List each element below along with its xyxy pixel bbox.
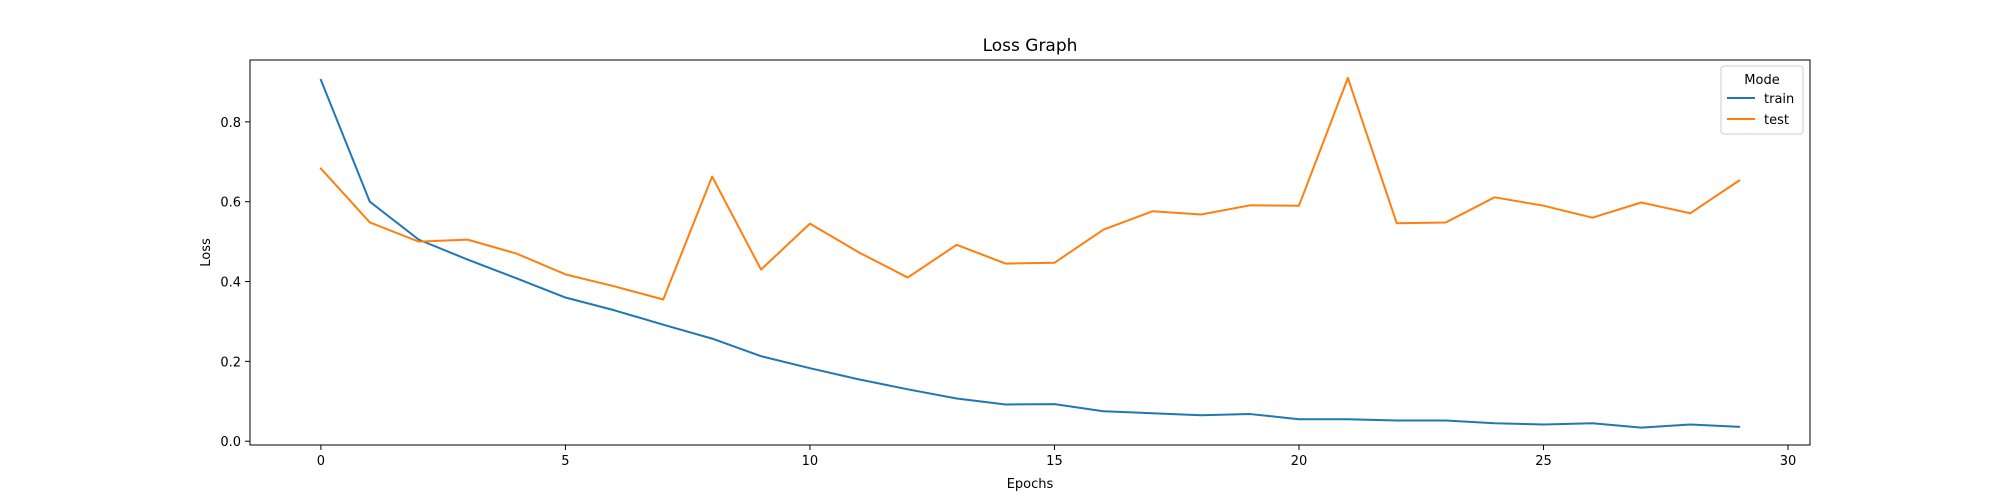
x-tick-label: 30 xyxy=(1780,454,1797,469)
legend-label-train: train xyxy=(1764,92,1794,107)
x-tick-label: 20 xyxy=(1291,454,1308,469)
x-tick-label: 0 xyxy=(317,454,325,469)
y-tick-label: 0.8 xyxy=(220,116,241,131)
y-tick-label: 0.2 xyxy=(220,355,241,370)
legend-box xyxy=(1720,65,1804,135)
x-tick-label: 10 xyxy=(802,454,819,469)
legend: Mode train test xyxy=(1720,65,1804,135)
y-axis-label: Loss xyxy=(199,238,214,267)
series-line-train xyxy=(319,78,1741,429)
y-tick-label: 0.6 xyxy=(220,196,241,211)
y-tick-label: 0.0 xyxy=(220,435,241,450)
x-tick-label: 25 xyxy=(1535,454,1552,469)
legend-title: Mode xyxy=(1744,73,1779,88)
chart-title: Loss Graph xyxy=(983,36,1078,56)
y-tick-label: 0.4 xyxy=(220,276,241,291)
x-tick-label: 15 xyxy=(1046,454,1063,469)
series-line-test xyxy=(319,76,1741,301)
plot-area: 0 5 10 15 20 25 30 0.0 0.2 0.4 0.6 0.8 xyxy=(220,59,1811,469)
plot-frame xyxy=(249,59,1811,446)
x-axis-label: Epochs xyxy=(1007,477,1054,492)
x-tick-label: 5 xyxy=(561,454,569,469)
legend-label-test: test xyxy=(1764,113,1789,128)
